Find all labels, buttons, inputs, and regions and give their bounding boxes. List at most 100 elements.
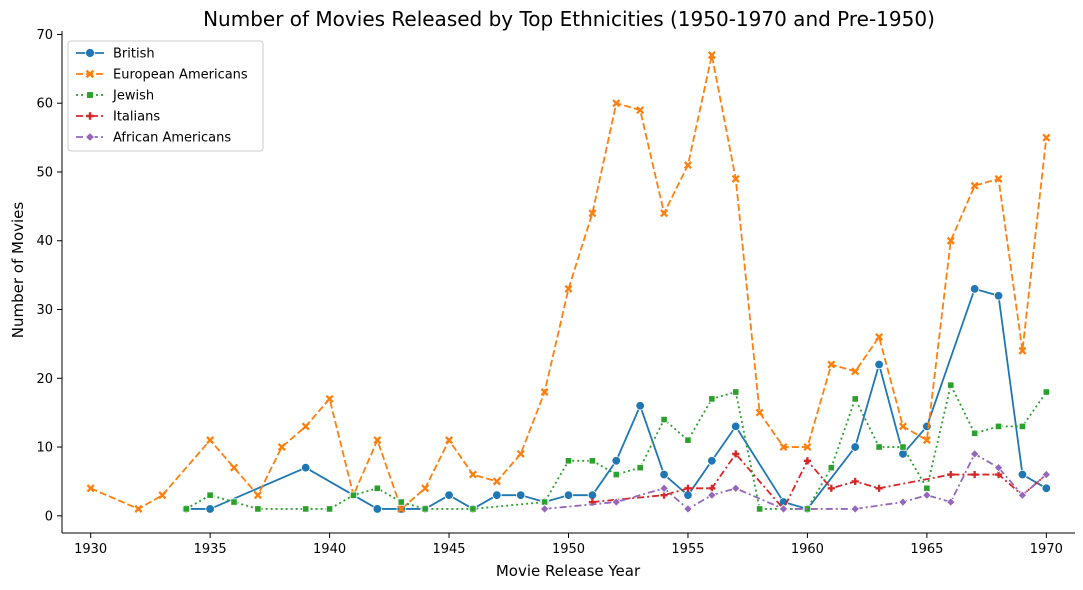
data-point bbox=[206, 436, 215, 445]
data-point bbox=[588, 457, 596, 465]
x-tick-label: 1955 bbox=[671, 542, 704, 557]
data-point bbox=[611, 456, 621, 466]
data-point bbox=[851, 477, 859, 486]
data-point bbox=[684, 436, 692, 444]
data-point bbox=[803, 443, 812, 452]
data-point bbox=[660, 209, 669, 218]
data-point bbox=[683, 490, 693, 500]
x-tick-label: 1935 bbox=[194, 542, 227, 557]
data-point bbox=[1042, 133, 1051, 142]
data-point bbox=[707, 490, 717, 500]
data-point bbox=[469, 505, 477, 513]
data-point bbox=[660, 415, 668, 424]
data-point bbox=[636, 464, 644, 472]
data-point bbox=[778, 504, 789, 514]
legend-box bbox=[67, 40, 264, 152]
y-axis-title: Number of Movies bbox=[9, 202, 27, 339]
data-point bbox=[827, 464, 835, 472]
legend-label: British bbox=[113, 47, 155, 62]
data-point bbox=[397, 498, 405, 506]
data-point bbox=[683, 504, 693, 514]
y-tick-label: 60 bbox=[36, 97, 53, 112]
data-point bbox=[1017, 469, 1028, 480]
series-line-african-americans bbox=[544, 453, 1047, 510]
data-point bbox=[158, 491, 167, 500]
y-tick-label: 0 bbox=[45, 509, 53, 524]
series-european-americans bbox=[86, 51, 1051, 513]
data-point bbox=[253, 491, 262, 500]
series-layer bbox=[86, 51, 1052, 514]
axes: 1930 1935 1940 1945 1950 1955 1960 1965 1970 0 10 2… bbox=[36, 28, 1075, 557]
data-point bbox=[732, 450, 740, 458]
data-point bbox=[206, 491, 214, 499]
data-point bbox=[230, 463, 239, 472]
y-tick-label: 30 bbox=[36, 303, 53, 318]
data-point bbox=[731, 421, 741, 432]
data-point bbox=[874, 359, 884, 370]
y-tick-label: 70 bbox=[36, 28, 53, 43]
data-point bbox=[1042, 388, 1050, 396]
data-point bbox=[994, 422, 1003, 431]
data-point bbox=[971, 429, 979, 437]
data-point bbox=[205, 504, 215, 514]
data-point bbox=[539, 504, 550, 514]
data-point bbox=[372, 504, 383, 514]
chart-title: Number of Movies Released by Top Ethnici… bbox=[203, 7, 935, 31]
data-point bbox=[684, 484, 692, 492]
data-point bbox=[564, 457, 573, 465]
data-point bbox=[947, 470, 955, 479]
x-tick-label: 1970 bbox=[1030, 542, 1063, 557]
data-point bbox=[851, 395, 859, 403]
series-african-americans bbox=[539, 449, 1052, 514]
data-point bbox=[300, 462, 311, 473]
data-point bbox=[445, 436, 454, 445]
data-point bbox=[922, 421, 932, 432]
data-point bbox=[850, 504, 860, 514]
series-jewish bbox=[182, 381, 1050, 513]
data-point bbox=[708, 395, 716, 403]
data-point bbox=[707, 456, 717, 466]
data-point bbox=[730, 483, 741, 494]
data-point bbox=[659, 483, 669, 494]
data-point bbox=[564, 284, 573, 293]
data-point bbox=[1018, 346, 1027, 355]
data-point bbox=[1017, 490, 1028, 500]
data-point bbox=[636, 106, 645, 115]
data-point bbox=[612, 470, 620, 479]
data-point bbox=[421, 484, 430, 493]
x-tick-label: 1960 bbox=[791, 542, 824, 557]
legend-label: African Americans bbox=[113, 131, 231, 146]
data-point bbox=[444, 490, 454, 500]
data-point bbox=[1018, 422, 1027, 431]
data-point bbox=[134, 504, 143, 513]
series-british bbox=[181, 284, 1052, 514]
data-point bbox=[947, 381, 955, 389]
data-point bbox=[898, 497, 908, 507]
data-point bbox=[540, 388, 549, 397]
data-point bbox=[969, 284, 980, 294]
data-point bbox=[587, 490, 598, 500]
data-point bbox=[325, 394, 334, 403]
data-point bbox=[707, 51, 716, 60]
y-tick-label: 50 bbox=[36, 165, 53, 180]
data-point bbox=[516, 449, 525, 458]
legend-marker bbox=[86, 91, 94, 99]
data-point bbox=[779, 443, 788, 452]
data-point bbox=[683, 161, 692, 170]
data-point bbox=[875, 443, 883, 451]
data-point bbox=[563, 490, 574, 500]
data-point bbox=[349, 491, 358, 499]
data-point bbox=[971, 470, 979, 479]
data-point bbox=[803, 457, 812, 465]
legend-label: European Americans bbox=[113, 68, 248, 83]
data-point bbox=[659, 469, 669, 480]
data-point bbox=[1041, 483, 1052, 494]
data-point bbox=[588, 209, 597, 218]
data-point bbox=[946, 236, 955, 245]
legend-label: Jewish bbox=[112, 89, 154, 104]
data-point bbox=[851, 367, 860, 376]
data-point bbox=[899, 443, 907, 451]
data-point bbox=[254, 505, 262, 513]
data-point bbox=[945, 497, 956, 507]
data-point bbox=[756, 505, 764, 513]
